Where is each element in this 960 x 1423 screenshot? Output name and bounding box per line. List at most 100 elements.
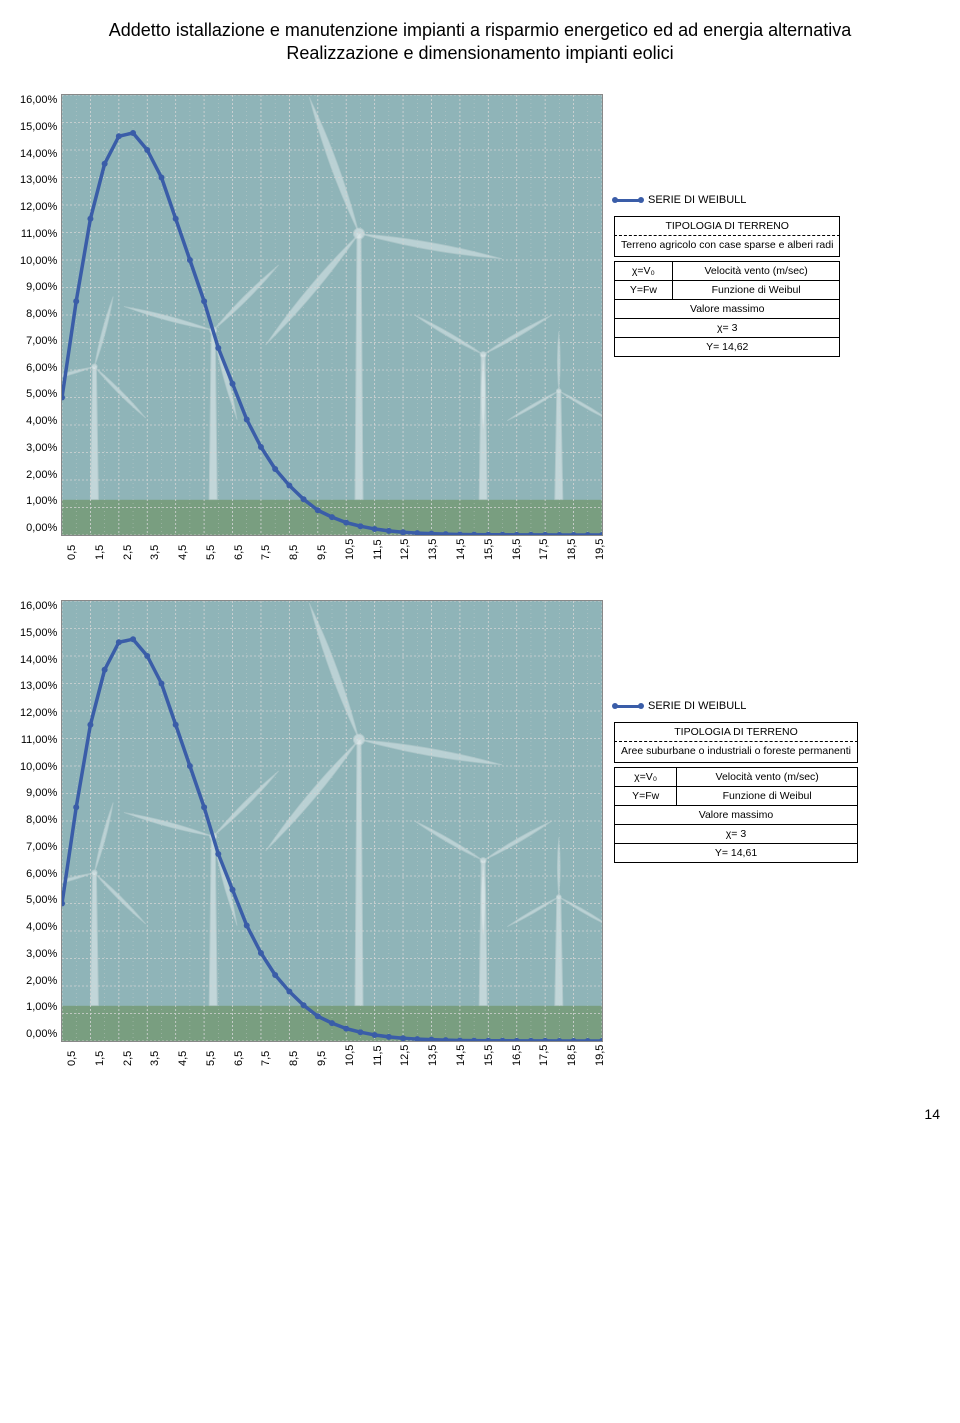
page-number: 14: [20, 1106, 940, 1122]
x-tick-label: 2,5: [122, 548, 134, 560]
y-tick-label: 15,00%: [20, 121, 57, 133]
x-tick-label: 6,5: [233, 548, 245, 560]
info-r5-2: Y= 14,61: [615, 843, 858, 862]
y-tick-label: 10,00%: [20, 761, 57, 773]
y-tick-label: 1,00%: [26, 1001, 57, 1013]
info-title-2: TIPOLOGIA DI TERRENO: [614, 722, 858, 742]
y-tick-label: 14,00%: [20, 654, 57, 666]
x-tick-label: 5,5: [205, 1054, 217, 1066]
x-tick-label: 10,5: [344, 548, 356, 560]
y-tick-label: 3,00%: [26, 948, 57, 960]
info-r2k-1: Y=Fw: [615, 280, 673, 299]
info-r3-1: Valore massimo: [615, 299, 840, 318]
y-tick-label: 4,00%: [26, 921, 57, 933]
y-tick-label: 5,00%: [26, 388, 57, 400]
chart-area-2: [61, 600, 603, 1042]
info-r2v-2: Funzione di Weibul: [677, 786, 858, 805]
info-r5-1: Y= 14,62: [615, 337, 840, 356]
x-tick-label: 2,5: [122, 1054, 134, 1066]
x-tick-label: 12,5: [399, 1054, 411, 1066]
y-axis-2: 16,00% 15,00% 14,00% 13,00% 12,00% 11,00% 10,0…: [20, 600, 61, 1040]
x-tick-label: 14,5: [455, 548, 467, 560]
chart-area-1: [61, 94, 603, 536]
y-tick-label: 8,00%: [26, 308, 57, 320]
right-panel-1: SERIE DI WEIBULL TIPOLOGIA DI TERRENO Te…: [614, 94, 840, 357]
x-tick-label: 17,5: [538, 1054, 550, 1066]
x-tick-label: 9,5: [316, 548, 328, 560]
x-tick-label: 9,5: [316, 1054, 328, 1066]
y-tick-label: 8,00%: [26, 814, 57, 826]
y-axis-1: 16,00%15,00%14,00%13,00%12,00%11,00%10,0…: [20, 94, 61, 534]
y-tick-label: 3,00%: [26, 442, 57, 454]
y-tick-label: 2,00%: [26, 975, 57, 987]
x-tick-label: 16,5: [511, 1054, 523, 1066]
info-table-1: χ=V₀Velocità vento (m/sec) Y=FwFunzione …: [614, 261, 840, 357]
chart-wrapper-1: 16,00%15,00%14,00%13,00%12,00%11,00%10,0…: [20, 94, 606, 536]
legend-label-2: SERIE DI WEIBULL: [648, 700, 746, 712]
y-tick-label: 14,00%: [20, 148, 57, 160]
x-tick-label: 4,5: [177, 548, 189, 560]
x-tick-label: 15,5: [483, 1054, 495, 1066]
header-title: Addetto istallazione e manutenzione impi…: [20, 20, 940, 41]
legend-label-1: SERIE DI WEIBULL: [648, 194, 746, 206]
x-tick-label: 0,5: [66, 1054, 78, 1066]
y-tick-label: 6,00%: [26, 868, 57, 880]
y-tick-label: 12,00%: [20, 201, 57, 213]
info-r2k-2: Y=Fw: [615, 786, 677, 805]
chart-wrapper-2: 16,00% 15,00% 14,00% 13,00% 12,00% 11,00% 10,0…: [20, 600, 606, 1042]
chart-svg-1: [62, 95, 602, 535]
x-tick-label: 13,5: [427, 548, 439, 560]
y-tick-label: 0,00%: [26, 1028, 57, 1040]
y-tick-label: 4,00%: [26, 415, 57, 427]
x-tick-label: 6,5: [233, 1054, 245, 1066]
info-r3-2: Valore massimo: [615, 805, 858, 824]
y-tick-label: 6,00%: [26, 362, 57, 374]
info-desc-2: Aree suburbane o industriali o foreste p…: [614, 742, 858, 763]
y-tick-label: 16,00%: [20, 94, 57, 106]
y-tick-label: 7,00%: [26, 841, 57, 853]
x-tick-label: 11,5: [372, 1054, 384, 1066]
page-header: Addetto istallazione e manutenzione impi…: [20, 20, 940, 64]
x-tick-label: 8,5: [288, 548, 300, 560]
y-tick-label: 11,00%: [21, 228, 58, 240]
legend-1: SERIE DI WEIBULL: [614, 194, 840, 206]
x-axis-1: 0,51,52,53,54,55,56,57,58,59,510,511,512…: [66, 536, 606, 560]
x-tick-label: 7,5: [260, 548, 272, 560]
info-title-1: TIPOLOGIA DI TERRENO: [614, 216, 840, 236]
info-r4-1: χ= 3: [615, 318, 840, 337]
legend-swatch-1: [614, 199, 642, 202]
x-tick-label: 12,5: [399, 548, 411, 560]
x-tick-label: 18,5: [566, 548, 578, 560]
info-r2v-1: Funzione di Weibul: [672, 280, 840, 299]
x-tick-label: 5,5: [205, 548, 217, 560]
y-tick-label: 9,00%: [26, 787, 57, 799]
x-tick-label: 11,5: [372, 548, 384, 560]
y-tick-label: 16,00%: [20, 600, 57, 612]
y-tick-label: 10,00%: [20, 255, 57, 267]
y-tick-label: 2,00%: [26, 469, 57, 481]
y-tick-label: 5,00%: [26, 894, 57, 906]
y-tick-label: 12,00%: [20, 707, 57, 719]
x-tick-label: 1,5: [94, 548, 106, 560]
x-tick-label: 19,5: [594, 548, 606, 560]
y-tick-label: 9,00%: [26, 281, 57, 293]
info-r4-2: χ= 3: [615, 824, 858, 843]
legend-2: SERIE DI WEIBULL: [614, 700, 858, 712]
x-tick-label: 3,5: [149, 1054, 161, 1066]
info-table-2: χ=V₀Velocità vento (m/sec) Y=FwFunzione …: [614, 767, 858, 863]
y-tick-label: 13,00%: [20, 680, 57, 692]
x-tick-label: 4,5: [177, 1054, 189, 1066]
x-tick-label: 7,5: [260, 1054, 272, 1066]
header-subtitle: Realizzazione e dimensionamento impianti…: [20, 43, 940, 64]
chart-svg-2: [62, 601, 602, 1041]
y-tick-label: 0,00%: [26, 522, 57, 534]
y-tick-label: 11,00%: [21, 734, 58, 746]
y-tick-label: 15,00%: [20, 627, 57, 639]
chart-section-2: 16,00% 15,00% 14,00% 13,00% 12,00% 11,00% 10,0…: [20, 600, 940, 1066]
info-r1v-2: Velocità vento (m/sec): [677, 767, 858, 786]
x-tick-label: 10,5: [344, 1054, 356, 1066]
info-box-2: TIPOLOGIA DI TERRENO Aree suburbane o in…: [614, 722, 858, 863]
x-tick-label: 3,5: [149, 548, 161, 560]
x-tick-label: 8,5: [288, 1054, 300, 1066]
legend-swatch-2: [614, 705, 642, 708]
